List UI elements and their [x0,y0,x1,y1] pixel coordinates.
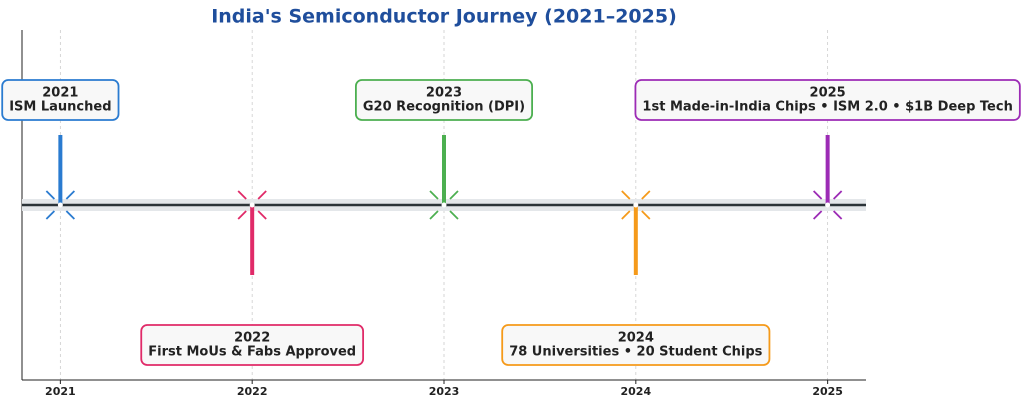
event-marker [429,210,439,220]
event-box [354,79,534,121]
event-marker [832,190,843,200]
event-marker [812,210,823,220]
event-dot [57,202,63,208]
event-marker [429,190,439,200]
event-marker [45,210,56,220]
event-marker [257,190,267,200]
event-dot [633,202,639,208]
event-dot [441,202,447,208]
event-label: ISM Launched [9,100,111,115]
event-year: 2023 [426,86,462,101]
x-tick-label: 2024 [621,385,652,398]
event-label: G20 Recognition (DPI) [363,100,525,115]
x-tick-label: 2021 [45,385,76,398]
event-marker [832,210,843,220]
event-label: First MoUs & Fabs Approved [148,345,356,360]
event-dot [825,202,831,208]
event-marker [237,190,247,200]
event-marker [812,190,823,200]
event-box [1,79,120,121]
event-box [140,324,365,366]
event-label: 78 Universities • 20 Student Chips [509,345,762,360]
event-marker [45,190,56,200]
event-marker [621,210,631,220]
event-dot [249,202,255,208]
x-tick-label: 2025 [812,385,843,398]
event-box [634,79,1021,121]
event-marker [257,210,267,220]
x-tick-label: 2022 [237,385,268,398]
event-marker [65,210,76,220]
event-year: 2025 [810,86,846,101]
event-marker [449,210,459,220]
event-year: 2022 [234,331,270,346]
x-tick-label: 2023 [429,385,460,398]
event-marker [237,210,247,220]
event-box [501,324,771,366]
event-marker [641,190,651,200]
event-year: 2021 [42,86,78,101]
event-marker [641,210,651,220]
event-marker [621,190,631,200]
event-year: 2024 [618,331,654,346]
chart-title: India's Semiconductor Journey (2021–2025… [211,6,677,28]
event-marker [449,190,459,200]
event-marker [65,190,76,200]
event-label: 1st Made-in-India Chips • ISM 2.0 • $1B … [642,100,1012,115]
